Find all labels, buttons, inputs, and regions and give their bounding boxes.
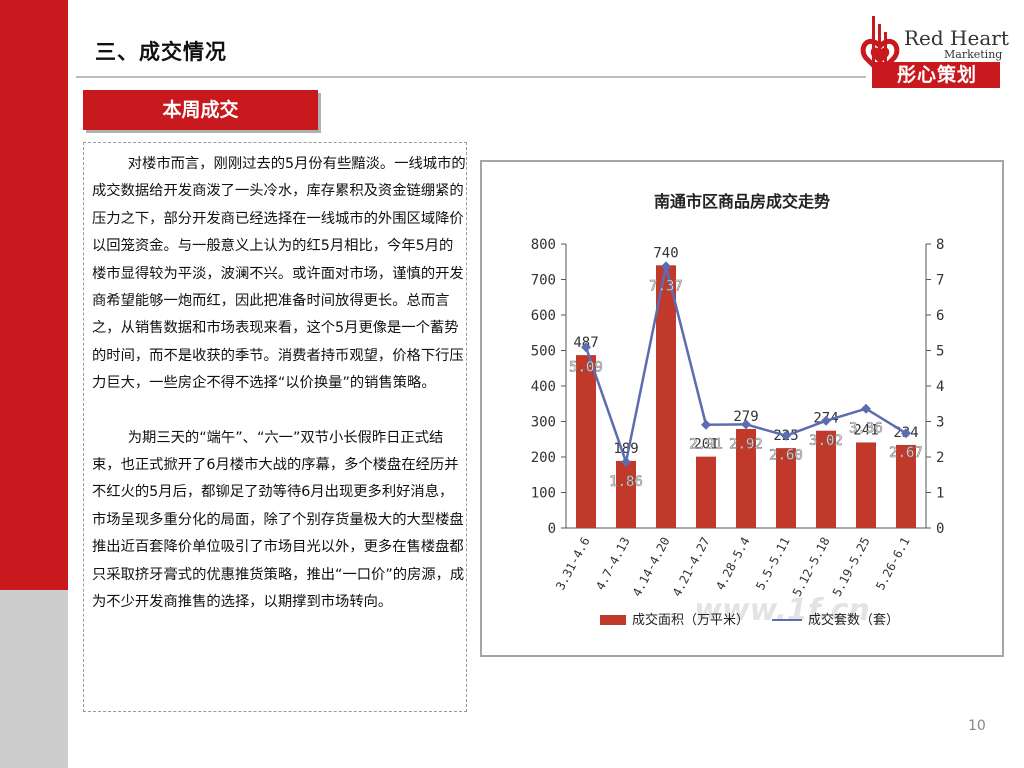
left-axis-tick-label: 200 xyxy=(531,450,556,466)
line-value-label: 3.02 xyxy=(809,433,843,449)
left-axis-tick-label: 0 xyxy=(548,521,556,537)
right-axis-tick-label: 2 xyxy=(936,450,944,466)
body-paragraph-1: 对楼市而言，刚刚过去的5月份有些黯淡。一线城市的成交数据给开发商泼了一头冷水，库… xyxy=(92,156,466,392)
logo-chinese-name: 彤心策划 xyxy=(874,62,1000,88)
bar-value-label: 740 xyxy=(653,245,678,261)
left-accent-red xyxy=(0,0,68,590)
line-value-label: 2.67 xyxy=(889,445,923,461)
line-point-marker xyxy=(701,419,711,430)
x-axis-category-label: 4.21-4.27 xyxy=(670,535,713,599)
legend-bar-swatch xyxy=(600,615,626,625)
chart-bar xyxy=(656,265,676,528)
left-axis-tick-label: 500 xyxy=(531,344,556,360)
sales-trend-chart: 南通市区商品房成交走势 www.1f.cn 0 100 200 300 400 500 600 7… xyxy=(480,160,1004,657)
line-value-label: 2.91 xyxy=(689,437,723,453)
paragraph-gap xyxy=(92,398,466,425)
x-axis-category-label: 4.28-5.4 xyxy=(713,535,752,593)
chart-bar xyxy=(576,355,596,528)
line-value-label: 2.60 xyxy=(769,448,803,464)
page-number: 10 xyxy=(968,718,986,734)
right-axis-tick-label: 3 xyxy=(936,415,944,431)
left-accent-bar xyxy=(0,0,68,768)
x-axis-category-label: 5.12-5.18 xyxy=(790,535,833,599)
right-axis-tick-label: 4 xyxy=(936,379,944,395)
line-point-marker xyxy=(901,428,911,439)
x-axis-category-label: 3.31-4.6 xyxy=(553,535,592,593)
line-point-marker xyxy=(581,342,591,353)
left-axis-tick-label: 100 xyxy=(531,486,556,502)
right-axis-tick-label: 1 xyxy=(936,486,944,502)
logo-english-name: Red Heart xyxy=(904,26,1009,50)
line-value-label: 5.09 xyxy=(569,359,603,375)
line-point-marker xyxy=(781,430,791,441)
bar-value-label: 189 xyxy=(613,441,638,457)
section-label: 本周成交 xyxy=(83,90,318,130)
legend-bar-label: 成交面积（万平米） xyxy=(632,612,749,628)
x-axis-category-label: 5.5-5.11 xyxy=(753,535,792,593)
bar-value-label: 279 xyxy=(733,409,758,425)
x-axis-category-label: 4.7-4.13 xyxy=(593,535,632,593)
x-axis-category-label: 5.19-5.25 xyxy=(830,535,873,599)
slide-heading: 三、成交情况 xyxy=(95,40,227,64)
line-point-marker xyxy=(861,403,871,414)
chart-bar xyxy=(816,430,836,528)
right-axis-tick-label: 7 xyxy=(936,273,944,289)
left-axis-tick-label: 700 xyxy=(531,273,556,289)
line-point-marker xyxy=(661,261,671,272)
chart-title: 南通市区商品房成交走势 xyxy=(654,192,830,211)
right-axis-tick-label: 8 xyxy=(936,237,944,253)
chart-bar xyxy=(776,448,796,528)
line-point-marker xyxy=(821,415,831,426)
legend-line-label: 成交套数（套） xyxy=(808,612,899,628)
right-axis-tick-label: 6 xyxy=(936,308,944,324)
line-value-label: 3.36 xyxy=(849,421,883,437)
left-axis-tick-label: 400 xyxy=(531,379,556,395)
x-axis-category-label: 4.14-4.20 xyxy=(630,535,673,599)
right-axis-tick-label: 5 xyxy=(936,344,944,360)
x-axis-category-label: 5.26-6.1 xyxy=(873,535,912,593)
company-logo: Red Heart Marketing 彤心策划 xyxy=(858,14,1009,94)
chart-bar xyxy=(736,428,756,528)
line-value-label: 1.86 xyxy=(609,474,643,490)
line-value-label: 2.92 xyxy=(729,436,763,452)
body-paragraph-2: 为期三天的“端午”、“六一”双节小长假昨日正式结束，也正式掀开了6月楼市大战的序… xyxy=(92,429,465,611)
chart-canvas: 南通市区商品房成交走势 www.1f.cn 0 100 200 300 400 500 600 7… xyxy=(531,192,945,628)
chart-bar xyxy=(856,442,876,528)
left-accent-grey xyxy=(0,590,68,768)
right-axis-tick-label: 0 xyxy=(936,521,944,537)
heading-divider xyxy=(76,76,866,78)
chart-bar xyxy=(896,444,916,528)
chart-watermark: www.1f.cn xyxy=(694,593,869,628)
left-axis-tick-label: 300 xyxy=(531,415,556,431)
bar-value-label: 201 xyxy=(693,437,718,453)
line-point-marker xyxy=(741,419,751,430)
line-point-marker xyxy=(621,456,631,467)
chart-bar xyxy=(696,456,716,528)
body-text-box: 对楼市而言，刚刚过去的5月份有些黯淡。一线城市的成交数据给开发商泼了一头冷水，库… xyxy=(83,142,467,712)
left-axis-tick-label: 600 xyxy=(531,308,556,324)
bar-value-label: 241 xyxy=(853,422,878,438)
logo-english-sub: Marketing xyxy=(944,48,1003,61)
chart-bar xyxy=(616,460,636,528)
left-axis-tick-label: 800 xyxy=(531,237,556,253)
line-value-label: 7.37 xyxy=(649,278,683,294)
